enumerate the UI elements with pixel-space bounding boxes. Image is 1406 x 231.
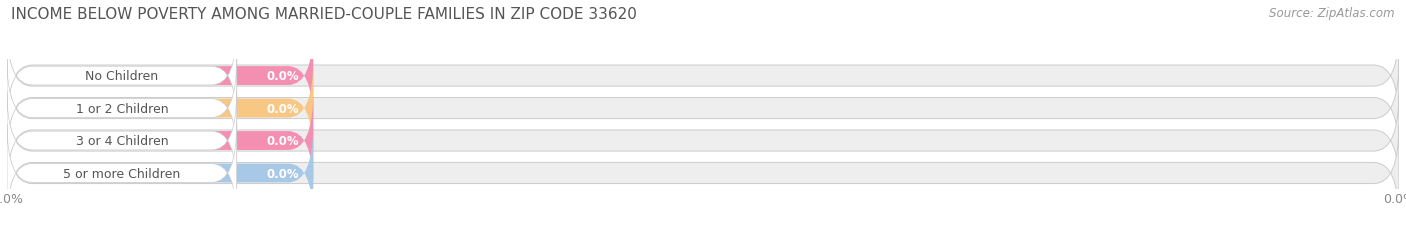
Text: 0.0%: 0.0%	[267, 102, 299, 115]
FancyBboxPatch shape	[7, 60, 236, 157]
Text: 0.0%: 0.0%	[267, 134, 299, 147]
Text: 0.0%: 0.0%	[267, 167, 299, 180]
FancyBboxPatch shape	[7, 125, 314, 222]
FancyBboxPatch shape	[7, 29, 1399, 124]
Text: 0.0%: 0.0%	[267, 70, 299, 83]
FancyBboxPatch shape	[7, 27, 314, 125]
FancyBboxPatch shape	[7, 60, 314, 157]
FancyBboxPatch shape	[7, 93, 1399, 188]
FancyBboxPatch shape	[7, 126, 1399, 221]
Text: 3 or 4 Children: 3 or 4 Children	[76, 134, 169, 147]
FancyBboxPatch shape	[7, 125, 236, 222]
Text: Source: ZipAtlas.com: Source: ZipAtlas.com	[1270, 7, 1395, 20]
FancyBboxPatch shape	[7, 61, 1399, 156]
FancyBboxPatch shape	[7, 92, 314, 190]
Text: No Children: No Children	[86, 70, 159, 83]
Text: INCOME BELOW POVERTY AMONG MARRIED-COUPLE FAMILIES IN ZIP CODE 33620: INCOME BELOW POVERTY AMONG MARRIED-COUPL…	[11, 7, 637, 22]
FancyBboxPatch shape	[7, 27, 236, 125]
FancyBboxPatch shape	[7, 92, 236, 190]
Text: 1 or 2 Children: 1 or 2 Children	[76, 102, 169, 115]
Text: 5 or more Children: 5 or more Children	[63, 167, 180, 180]
